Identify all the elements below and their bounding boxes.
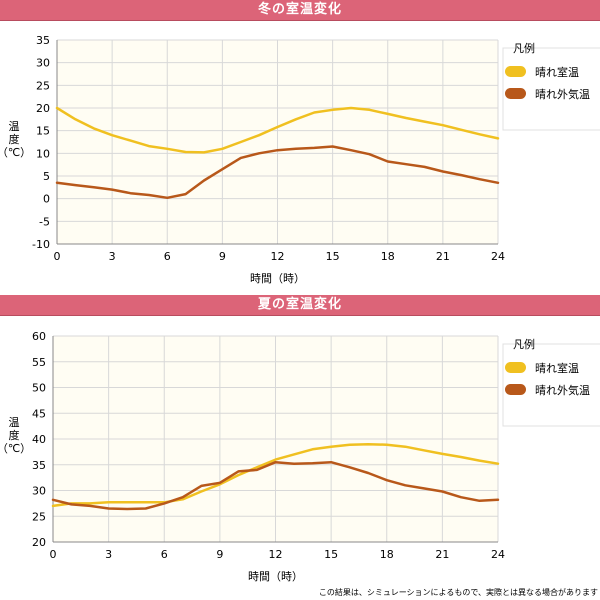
- y-tick-label: -10: [32, 238, 50, 251]
- y-tick-label: 25: [36, 79, 50, 92]
- x-tick-label: 21: [435, 548, 449, 561]
- y-tick-label: 20: [36, 102, 50, 115]
- series-line-2: [51, 460, 500, 511]
- y-tick-label: 30: [32, 485, 46, 498]
- y-tick-label: 35: [36, 34, 50, 47]
- x-tick-label: 6: [164, 250, 171, 263]
- x-axis-label: 時間（時）: [248, 570, 303, 583]
- summer-chart: 20 25 30 35 40 45 50 55 60 0 3 6 9 12 15 18 21 24 温度（℃） 時間（…: [0, 330, 600, 583]
- x-tick-label: 15: [326, 250, 340, 263]
- x-tick-label: 18: [381, 250, 395, 263]
- legend-label: 晴れ室温: [535, 361, 579, 375]
- x-tick-label: 21: [436, 250, 450, 263]
- x-tick-label: 18: [380, 548, 394, 561]
- y-tick-label: 35: [32, 459, 46, 472]
- y-tick-label: 50: [32, 382, 46, 395]
- y-tick-label: 5: [43, 170, 50, 183]
- x-axis-label: 時間（時）: [250, 272, 305, 285]
- legend-label: 晴れ外気温: [535, 87, 590, 101]
- y-tick-label: 30: [36, 57, 50, 70]
- x-tick-label: 0: [50, 548, 57, 561]
- x-tick-label: 0: [54, 250, 61, 263]
- winter-chart: -10 -5 0 5 10 15 20 25 30 35 0 3 6 9 12 15 18 21 24 温度（℃） 時間…: [0, 34, 600, 285]
- series-line-1: [51, 442, 500, 508]
- y-tick-label: 10: [36, 147, 50, 160]
- x-tick-label: 24: [491, 250, 505, 263]
- y-tick-label: 45: [32, 407, 46, 420]
- legend-title: 凡例: [513, 337, 535, 351]
- x-tick-label: 3: [105, 548, 112, 561]
- series-line-1: [55, 106, 500, 154]
- x-tick-label: 12: [269, 548, 283, 561]
- x-tick-label: 12: [271, 250, 285, 263]
- legend-swatch: [505, 362, 526, 373]
- y-tick-label: 55: [32, 356, 46, 369]
- x-tick-label: 3: [109, 250, 116, 263]
- y-axis-label: 温度（℃）: [0, 416, 31, 455]
- y-tick-label: -5: [39, 215, 50, 228]
- series-line-2: [55, 145, 500, 200]
- y-tick-label: 40: [32, 433, 46, 446]
- x-tick-label: 9: [216, 548, 223, 561]
- legend-title: 凡例: [513, 41, 535, 55]
- x-tick-label: 9: [219, 250, 226, 263]
- legend-label: 晴れ外気温: [535, 383, 590, 397]
- legend-swatch: [505, 66, 526, 77]
- x-tick-label: 15: [324, 548, 338, 561]
- x-tick-label: 6: [161, 548, 168, 561]
- disclaimer-footer: この結果は、シミュレーションによるもので、実際とは異なる場合があります: [318, 588, 598, 597]
- y-tick-label: 0: [43, 193, 50, 206]
- y-axis-label: 温度（℃）: [0, 120, 31, 159]
- y-tick-label: 15: [36, 125, 50, 138]
- legend-label: 晴れ室温: [535, 65, 579, 79]
- legend-swatch: [505, 384, 526, 395]
- winter-chart-title: 冬の室温変化: [0, 0, 600, 21]
- y-tick-label: 25: [32, 510, 46, 523]
- y-tick-label: 20: [32, 536, 46, 549]
- x-tick-label: 24: [491, 548, 505, 561]
- legend-swatch: [505, 88, 526, 99]
- y-tick-label: 60: [32, 330, 46, 343]
- summer-chart-title: 夏の室温変化: [0, 295, 600, 316]
